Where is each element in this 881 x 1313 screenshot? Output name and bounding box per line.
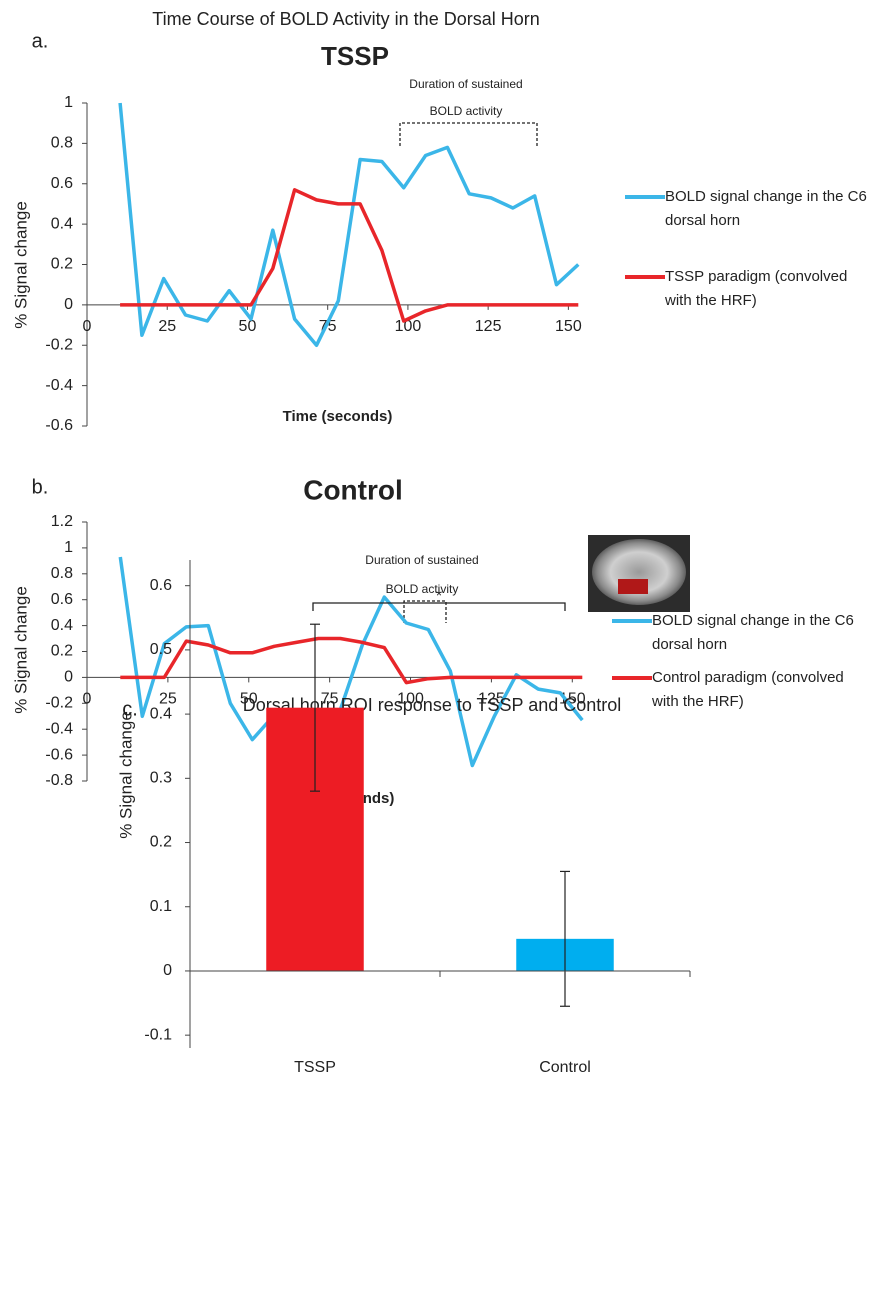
x-tick-label: 25 [159, 691, 177, 708]
y-tick-label: 0.6 [51, 175, 73, 192]
x-tick-label: 100 [395, 318, 422, 335]
legend-label: TSSP paradigm (convolved with the HRF) [665, 268, 848, 309]
inset-cord [592, 539, 686, 605]
y-tick-label: -0.4 [45, 720, 73, 737]
y-tick-label: -0.6 [45, 417, 73, 434]
x-tick-label: 0 [83, 318, 92, 335]
duration-bracket [403, 600, 447, 623]
series-line [120, 188, 579, 323]
legend-item: Control paradigm (convolved with the HRF… [612, 666, 862, 714]
x-tick-label: 100 [397, 691, 424, 708]
y-tick-label: -0.2 [45, 336, 73, 353]
x-tick-label: TSSP [294, 1059, 336, 1076]
series-line [118, 556, 584, 768]
legend-item: TSSP paradigm (convolved with the HRF) [625, 265, 875, 313]
y-tick-label: -0.1 [144, 1026, 172, 1043]
y-tick-label: 0.8 [51, 565, 73, 582]
y-tick-label: 0.6 [150, 577, 172, 594]
legend-item: BOLD signal change in the C6 dorsal horn [625, 185, 875, 233]
y-tick-label: -0.4 [45, 377, 73, 394]
annotation: BOLD activity [430, 104, 503, 118]
x-tick-label: 150 [559, 691, 586, 708]
x-tick-label: 75 [321, 691, 339, 708]
series-line [118, 102, 580, 348]
y-tick-label: 0 [163, 962, 172, 979]
y-tick-label: 0 [64, 296, 73, 313]
y-tick-label: 0 [64, 669, 73, 686]
y-tick-label: -0.8 [45, 772, 73, 789]
series-line [120, 636, 583, 685]
x-tick-label: Control [539, 1059, 591, 1076]
y-tick-label: 0.3 [150, 770, 172, 787]
y-tick-label: 0.2 [150, 834, 172, 851]
y-tick-label: 1 [64, 94, 73, 111]
error-bar [560, 870, 570, 1007]
x-tick-label: 150 [555, 318, 582, 335]
inset-roi [618, 579, 648, 594]
y-tick-label: 0.4 [150, 705, 172, 722]
panel-title: Control [303, 474, 403, 505]
legend-swatch [612, 676, 652, 680]
x-tick-label: 125 [475, 318, 502, 335]
y-tick-label: 0.2 [51, 256, 73, 273]
panel-label: c. [122, 698, 138, 720]
x-tick-label: 50 [239, 318, 257, 335]
legend-swatch [625, 275, 665, 279]
y-tick-label: 1 [64, 539, 73, 556]
x-tick-label: 50 [240, 691, 258, 708]
y-tick-label: 0.1 [150, 898, 172, 915]
legend-swatch [612, 619, 652, 623]
figure-title: Time Course of BOLD Activity in the Dors… [152, 9, 539, 29]
significance-mark: * [436, 588, 442, 605]
error-bar [310, 623, 320, 792]
y-axis-label: % Signal change [116, 711, 135, 839]
y-tick-label: 0.8 [51, 135, 73, 152]
x-axis-label: Time (seconds) [283, 408, 393, 425]
legend-label: BOLD signal change in the C6 dorsal horn [652, 612, 854, 653]
significance-bracket [312, 602, 566, 611]
duration-bracket [399, 122, 538, 146]
y-axis-label: % Signal change [11, 201, 30, 329]
panel-label: b. [32, 476, 49, 498]
legend-label: BOLD signal change in the C6 dorsal horn [665, 188, 867, 229]
legend-swatch [625, 195, 665, 199]
annotation: BOLD activity [386, 582, 459, 596]
legend-item: BOLD signal change in the C6 dorsal horn [612, 609, 862, 657]
panel-title: TSSP [321, 41, 389, 71]
y-axis-label: % Signal change [11, 586, 30, 714]
y-tick-label: 0.6 [51, 591, 73, 608]
x-tick-label: 125 [478, 691, 505, 708]
y-tick-label: -0.6 [45, 746, 73, 763]
legend-label: Control paradigm (convolved with the HRF… [652, 669, 844, 710]
panel-label: a. [32, 30, 49, 52]
y-tick-label: 0.4 [51, 617, 73, 634]
annotation: Duration of sustained [365, 553, 478, 567]
y-tick-label: -0.2 [45, 695, 73, 712]
x-tick-label: 25 [158, 318, 176, 335]
annotation: Duration of sustained [409, 77, 522, 91]
y-tick-label: 0.4 [51, 215, 73, 232]
y-tick-label: 0.2 [51, 643, 73, 660]
y-tick-label: 0.5 [150, 641, 172, 658]
x-tick-label: 0 [83, 691, 92, 708]
y-tick-label: 1.2 [51, 513, 73, 530]
